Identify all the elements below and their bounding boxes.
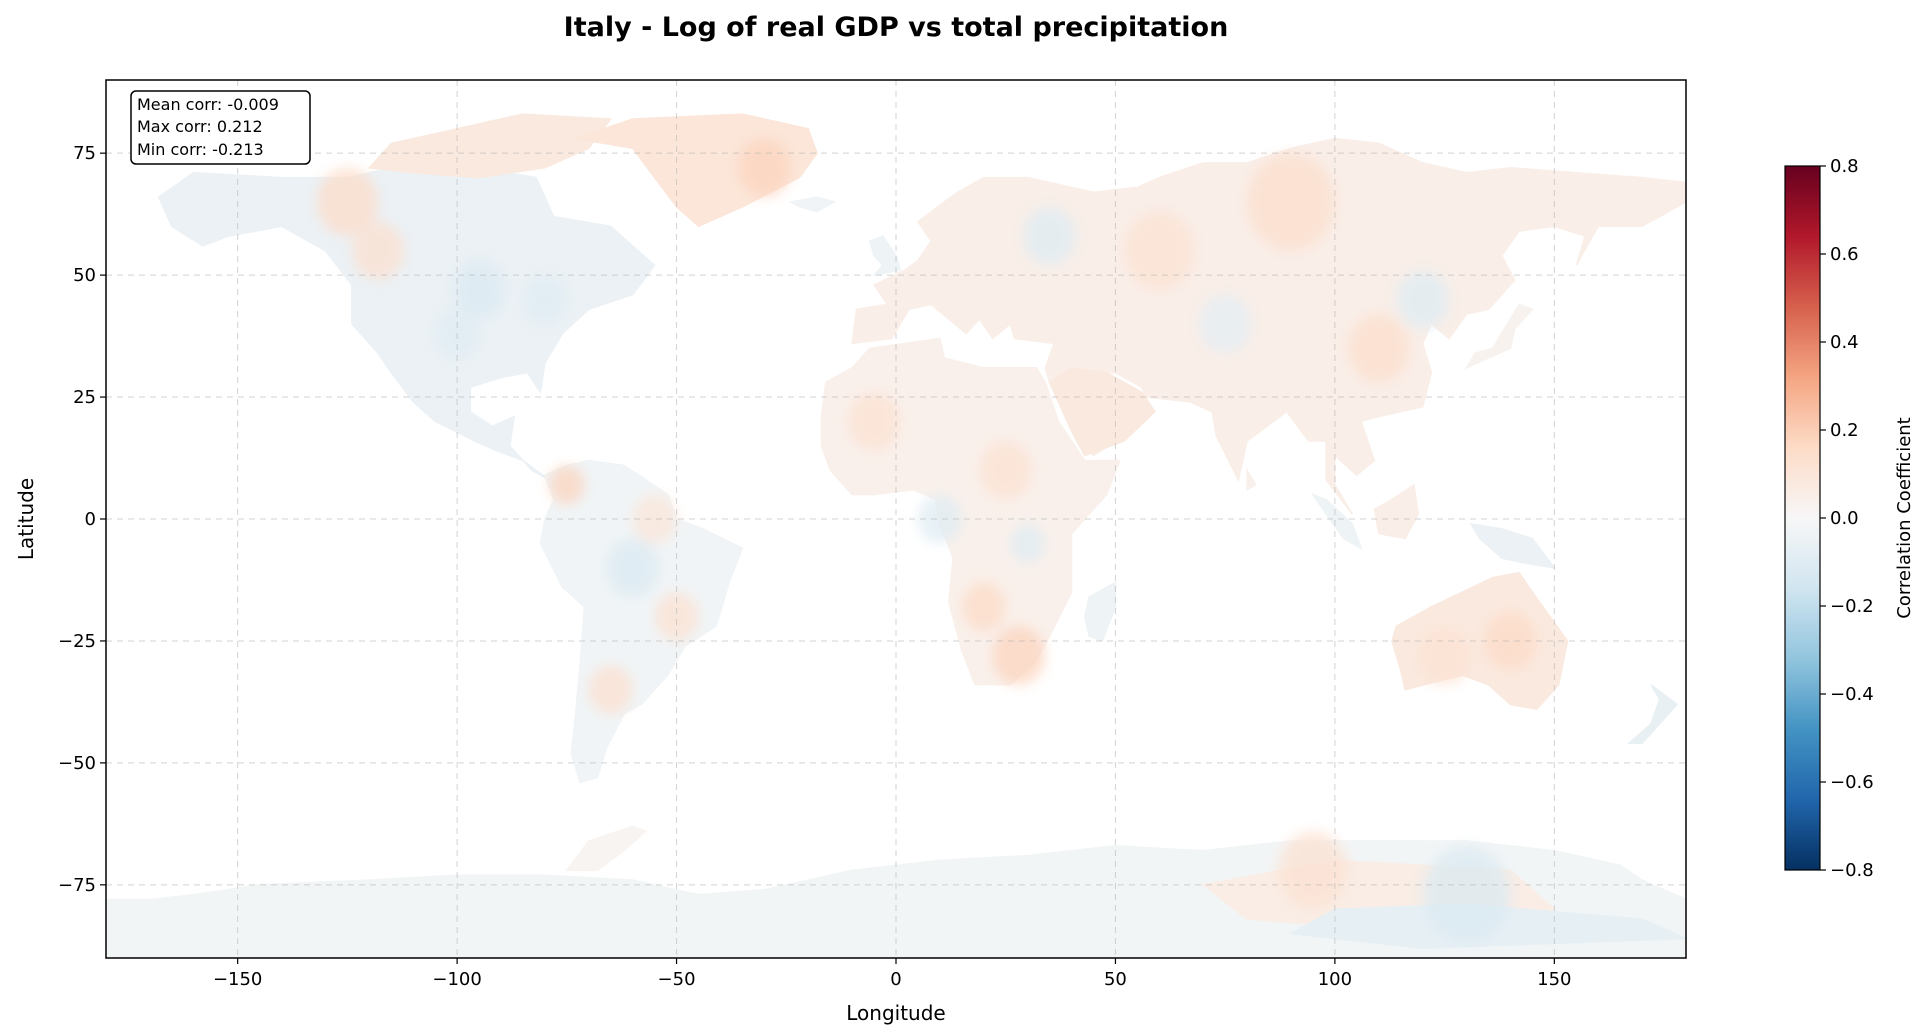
grid-layer — [106, 80, 1686, 958]
region-japan — [1464, 303, 1534, 370]
stats-box: Mean corr: -0.009 Max corr: 0.212 Min co… — [130, 90, 311, 165]
x-axis-label: Longitude — [846, 1001, 945, 1025]
colorbar: 0.8 0.6 0.4 0.2 0.0 −0.2 −0.4 −0.6 −0.8 Correlat… — [1784, 156, 1915, 881]
colorbar-tick-label: 0.2 — [1830, 420, 1859, 441]
stat-mean: Mean corr: -0.009 — [137, 95, 279, 114]
region-british-isles — [868, 235, 902, 277]
region-borneo — [1373, 483, 1420, 540]
stats-box-frame — [130, 90, 311, 165]
colorbar-tick-label: −0.2 — [1830, 596, 1874, 617]
colorbar-tick-label: 0.6 — [1830, 244, 1859, 265]
correlation-patch — [847, 392, 901, 451]
correlation-patch — [351, 221, 405, 280]
correlation-patch — [1247, 153, 1335, 251]
correlation-patch — [549, 465, 585, 505]
correlation-patch — [961, 582, 1006, 632]
correlation-patch — [1124, 211, 1195, 290]
correlation-patch — [1422, 845, 1511, 944]
y-axis-label: Latitude — [14, 478, 38, 560]
x-tick-label: −50 — [658, 969, 696, 990]
correlation-patch — [917, 494, 962, 544]
x-tick-label: 50 — [1104, 969, 1127, 990]
region-madagascar — [1083, 581, 1117, 642]
region-sri-lanka — [1246, 467, 1257, 491]
colorbar-tick-label: 0.4 — [1830, 332, 1859, 353]
colorbar-fill — [1784, 165, 1821, 871]
correlation-patch — [1418, 626, 1471, 685]
correlation-patch — [1484, 611, 1537, 671]
correlation-patch — [654, 592, 699, 641]
correlation-patch — [1348, 314, 1410, 383]
colorbar-tick-label: −0.4 — [1830, 684, 1874, 705]
x-tick-label: 0 — [890, 969, 901, 990]
region-south-america — [539, 459, 744, 784]
y-tick-label: 75 — [73, 143, 96, 164]
colorbar-ticks: 0.8 0.6 0.4 0.2 0.0 −0.2 −0.4 −0.6 −0.8 — [1820, 156, 1874, 881]
x-axis: −150 −100 −50 0 50 100 150 — [213, 958, 1572, 990]
correlation-patches — [316, 138, 1537, 944]
correlation-patch — [588, 665, 633, 715]
colorbar-tick-label: 0.8 — [1830, 156, 1859, 177]
region-new-zealand — [1626, 684, 1679, 745]
correlation-patch — [1010, 523, 1046, 563]
correlation-patch — [606, 538, 660, 598]
y-tick-label: 25 — [73, 387, 96, 408]
y-tick-label: −25 — [58, 631, 96, 652]
region-arabian-peninsula — [1048, 367, 1156, 457]
region-antarctic-peninsula — [565, 825, 648, 871]
chart-title: Italy - Log of real GDP vs total precipi… — [564, 12, 1229, 43]
x-tick-label: 150 — [1537, 969, 1571, 990]
x-tick-label: −150 — [213, 969, 262, 990]
y-tick-label: 0 — [85, 509, 96, 530]
correlation-patch — [1277, 831, 1349, 910]
colorbar-tick-label: −0.6 — [1830, 772, 1874, 793]
plot-area: −150 −100 −50 0 50 100 150 75 50 25 0 −25 −50 −75 — [58, 79, 1687, 990]
land-layer — [106, 113, 1686, 958]
y-tick-label: −75 — [58, 875, 96, 896]
y-axis: 75 50 25 0 −25 −50 −75 — [58, 143, 106, 896]
correlation-patch — [316, 167, 379, 237]
correlation-patch — [1023, 206, 1076, 266]
colorbar-tick-label: 0.0 — [1830, 508, 1859, 529]
colorbar-tick-label: −0.8 — [1830, 860, 1874, 881]
region-north-america — [157, 162, 656, 481]
correlation-patch — [522, 275, 567, 324]
stat-max: Max corr: 0.212 — [137, 117, 263, 136]
x-tick-label: 100 — [1318, 969, 1352, 990]
region-sumatra — [1310, 493, 1363, 550]
y-tick-label: −50 — [58, 753, 96, 774]
correlation-patch — [738, 138, 791, 198]
stat-min: Min corr: -0.213 — [137, 140, 264, 159]
correlation-patch — [1198, 294, 1252, 354]
x-tick-label: −100 — [432, 969, 481, 990]
y-tick-label: 50 — [73, 265, 96, 286]
correlation-patch — [992, 626, 1046, 685]
correlation-patch — [1396, 270, 1449, 329]
correlation-patch — [979, 440, 1033, 500]
region-new-guinea — [1469, 522, 1557, 569]
colorbar-label: Correlation Coefficient — [1894, 417, 1915, 618]
correlation-patch — [632, 494, 677, 544]
region-iceland — [788, 196, 837, 213]
